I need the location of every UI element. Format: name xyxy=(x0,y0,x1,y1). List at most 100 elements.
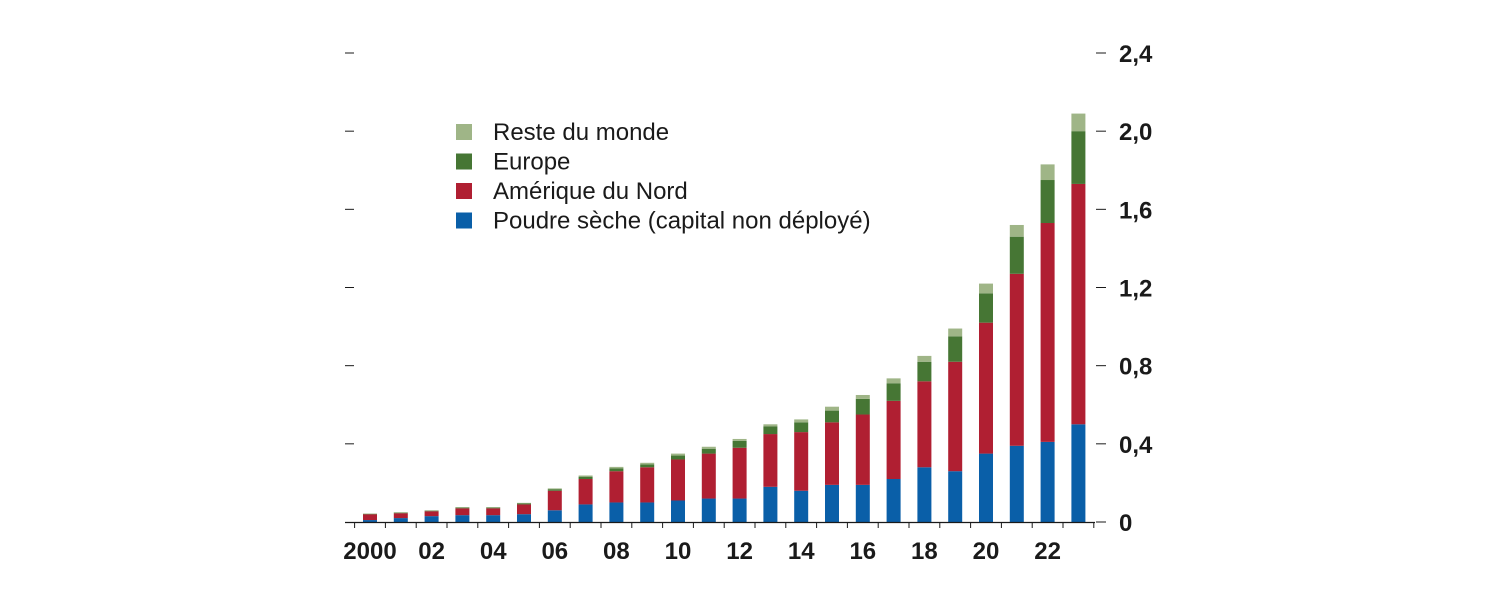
x-tick-label-20: 20 xyxy=(973,538,1000,565)
bar-stack-2016 xyxy=(855,394,870,522)
bar-2020-series-0 xyxy=(979,453,993,522)
legend-swatch xyxy=(456,183,472,199)
legend-label: Europe xyxy=(493,149,570,176)
bar-2007-series-2 xyxy=(578,476,593,480)
bar-2005-series-3 xyxy=(517,502,531,504)
bar-2009-series-1 xyxy=(640,467,655,503)
bar-2018-series-1 xyxy=(917,381,932,468)
bar-stack-2017 xyxy=(886,378,901,522)
x-tick-label-12: 12 xyxy=(726,538,753,565)
x-tick-label-06: 06 xyxy=(541,538,568,565)
x-tick-label-16: 16 xyxy=(849,538,876,565)
bar-2018-series-0 xyxy=(917,467,932,522)
bar-stack-2009 xyxy=(640,462,655,522)
bar-2007-series-3 xyxy=(578,475,593,477)
bar-2001-series-2 xyxy=(393,512,408,514)
legend-item: Amérique du Nord xyxy=(456,178,688,205)
bar-2017-series-2 xyxy=(886,383,901,401)
bar-2009-series-3 xyxy=(640,462,655,465)
bar-2004-series-3 xyxy=(486,507,501,508)
legend-item: Poudre sèche (capital non déployé) xyxy=(456,208,871,235)
legend-swatch xyxy=(456,124,472,140)
bar-2010-series-2 xyxy=(671,455,685,460)
bar-2004-series-0 xyxy=(486,515,501,522)
bar-stack-2022 xyxy=(1040,164,1055,522)
bar-stacks xyxy=(363,113,1086,522)
bar-2023-series-2 xyxy=(1071,131,1086,184)
bar-2015-series-3 xyxy=(825,406,839,411)
x-tick-label-14: 14 xyxy=(788,538,815,565)
bar-2002-series-2 xyxy=(424,510,439,512)
bar-2007-series-0 xyxy=(578,504,593,522)
bar-stack-2006 xyxy=(547,488,562,522)
bar-2004-series-2 xyxy=(486,507,501,509)
x-tick-label-22: 22 xyxy=(1034,538,1061,565)
bar-2022-series-2 xyxy=(1040,180,1055,224)
bar-stack-2019 xyxy=(948,328,963,522)
y-axis-right: 0 0,4 0,8 1,2 1,6 2,0 2,4 xyxy=(1096,41,1153,537)
bar-2013-series-2 xyxy=(763,426,778,435)
bar-2023-series-1 xyxy=(1071,183,1086,425)
x-axis: 2000 02 04 06 08 10 12 14 16 18 20 22 xyxy=(343,521,1095,565)
bar-stack-2012 xyxy=(732,438,747,522)
bar-2005-series-0 xyxy=(517,514,531,522)
bar-2023-series-0 xyxy=(1071,424,1086,522)
bar-2003-series-2 xyxy=(455,507,470,509)
x-tick-label-10: 10 xyxy=(665,538,692,565)
x-tick-label-02: 02 xyxy=(418,538,445,565)
bar-2001-series-3 xyxy=(393,512,408,513)
bar-stack-2003 xyxy=(455,507,470,522)
bar-2022-series-0 xyxy=(1040,441,1055,522)
bar-2008-series-0 xyxy=(609,502,624,522)
bar-2001-series-1 xyxy=(393,513,408,519)
bar-2021-series-2 xyxy=(1009,236,1024,274)
bar-2014-series-1 xyxy=(794,432,809,491)
bar-2004-series-1 xyxy=(486,508,501,516)
bar-2008-series-1 xyxy=(609,471,624,503)
bar-2017-series-0 xyxy=(886,479,901,522)
bar-2000-series-3 xyxy=(363,513,377,515)
bar-2011-series-0 xyxy=(701,498,716,522)
legend-label: Reste du monde xyxy=(493,119,669,146)
bar-2010-series-1 xyxy=(671,459,685,501)
bar-stack-2013 xyxy=(763,424,778,522)
bar-2016-series-1 xyxy=(855,414,870,485)
bar-stack-2005 xyxy=(517,502,531,522)
bar-stack-2018 xyxy=(917,355,932,522)
bar-2011-series-3 xyxy=(701,446,716,449)
y-tick-label-1,6: 1,6 xyxy=(1119,197,1152,224)
bar-2009-series-2 xyxy=(640,464,655,468)
bar-2012-series-0 xyxy=(732,498,747,522)
bar-2008-series-2 xyxy=(609,468,624,472)
bar-2005-series-2 xyxy=(517,503,531,505)
bar-2013-series-1 xyxy=(763,434,778,487)
y-tick-label-0: 0 xyxy=(1119,510,1132,537)
bar-stack-2021 xyxy=(1009,224,1024,522)
y-tick-label-2,4: 2,4 xyxy=(1119,41,1153,68)
bar-2006-series-3 xyxy=(547,488,562,490)
bar-stack-2002 xyxy=(424,510,439,522)
bar-2020-series-1 xyxy=(979,322,993,454)
y-tick-label-0,8: 0,8 xyxy=(1119,354,1152,381)
bar-stack-2007 xyxy=(578,475,593,522)
x-tick-label-18: 18 xyxy=(911,538,938,565)
bar-2020-series-3 xyxy=(979,283,993,294)
bar-2002-series-3 xyxy=(424,510,439,511)
bar-2001-series-0 xyxy=(393,518,408,522)
y-tick-label-0,4: 0,4 xyxy=(1119,432,1153,459)
legend-item: Reste du monde xyxy=(456,119,669,146)
bar-2011-series-1 xyxy=(701,453,716,499)
left-tick-marks xyxy=(345,52,354,445)
bar-2006-series-1 xyxy=(547,490,562,511)
bar-2013-series-0 xyxy=(763,486,778,522)
bar-2003-series-0 xyxy=(455,515,470,522)
bar-stack-2011 xyxy=(701,446,716,522)
bar-2021-series-3 xyxy=(1009,224,1024,237)
bar-stack-2015 xyxy=(825,406,839,522)
bar-2023-series-3 xyxy=(1071,113,1086,132)
bar-2013-series-3 xyxy=(763,424,778,427)
bar-2011-series-2 xyxy=(701,448,716,454)
bar-2014-series-0 xyxy=(794,490,809,522)
bar-stack-2004 xyxy=(486,507,501,522)
